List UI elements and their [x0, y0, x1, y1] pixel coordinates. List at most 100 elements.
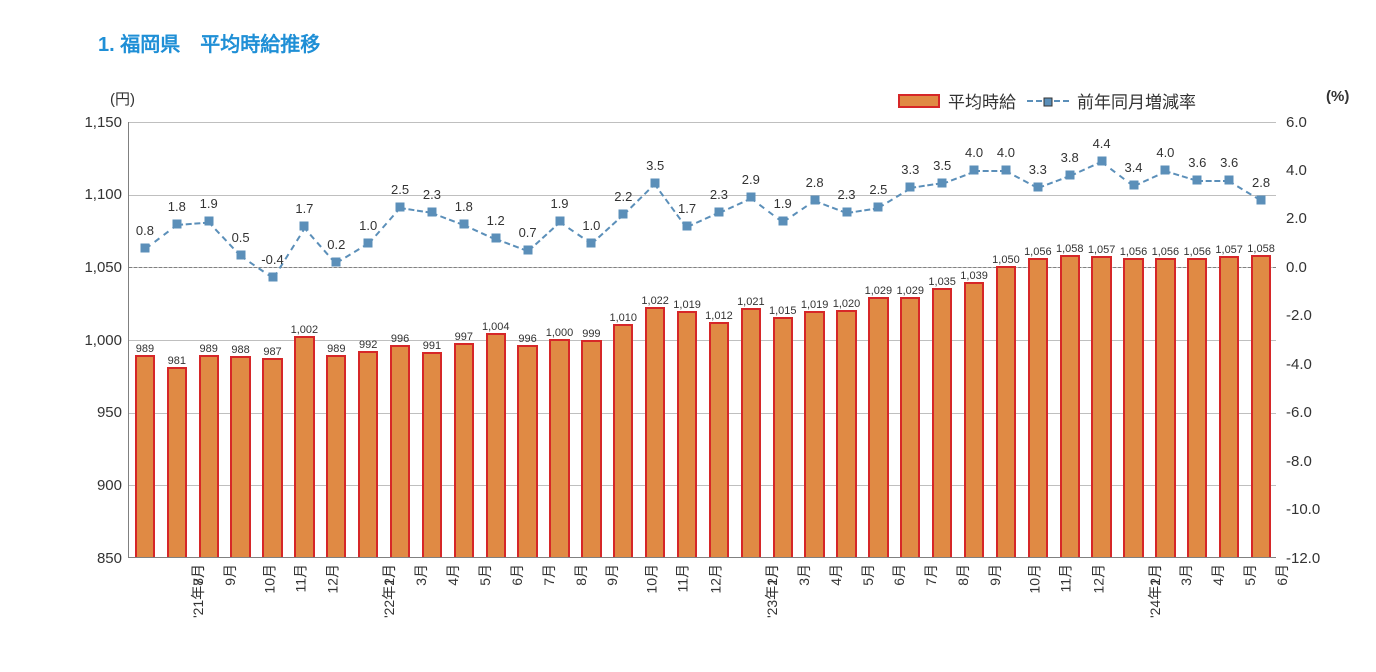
x-tick-label: 5月 — [857, 564, 877, 586]
line-marker — [268, 273, 277, 282]
x-tick-label: 3月 — [411, 564, 431, 586]
bar — [1091, 256, 1111, 557]
line-value-label: 1.2 — [487, 213, 505, 228]
y-left-tick-label: 1,050 — [62, 259, 122, 276]
bar — [326, 355, 346, 557]
bar — [262, 358, 282, 557]
line-marker — [396, 202, 405, 211]
x-tick-label: 8月 — [953, 564, 973, 586]
line-value-label: 3.5 — [933, 158, 951, 173]
line-marker — [778, 217, 787, 226]
bar — [294, 336, 314, 557]
line-marker — [236, 251, 245, 260]
line-marker — [300, 222, 309, 231]
bar-value-label: 988 — [231, 344, 249, 356]
line-marker — [523, 246, 532, 255]
bar — [486, 333, 506, 557]
line-value-label: 2.2 — [614, 189, 632, 204]
line-value-label: 0.8 — [136, 223, 154, 238]
line-value-label: 4.4 — [1093, 136, 1111, 151]
x-tick-label: 3月 — [794, 564, 814, 586]
line-marker — [1065, 171, 1074, 180]
line-value-label: 3.4 — [1124, 160, 1142, 175]
x-tick-label: 5月 — [1240, 564, 1260, 586]
x-tick-label: 7月 — [921, 564, 941, 586]
x-tick-label: 4月 — [825, 564, 845, 586]
legend-swatch-bar — [898, 94, 940, 108]
line-value-label: 2.5 — [869, 182, 887, 197]
bar-value-label: 1,039 — [960, 270, 988, 282]
bar — [549, 339, 569, 557]
line-marker — [332, 258, 341, 267]
bar-value-label: 997 — [455, 331, 473, 343]
bar-value-label: 1,000 — [546, 327, 574, 339]
bar-value-label: 996 — [518, 333, 536, 345]
bar-value-label: 1,020 — [833, 298, 861, 310]
bar-value-label: 1,056 — [1024, 246, 1052, 258]
bar-value-label: 1,057 — [1215, 244, 1243, 256]
line-value-label: 2.5 — [391, 182, 409, 197]
x-tick-label: 10月 — [642, 564, 662, 594]
y-right-tick-label: -6.0 — [1286, 404, 1312, 421]
bar-value-label: 1,050 — [992, 254, 1020, 266]
x-tick-label: 9月 — [220, 564, 240, 586]
legend-label: 前年同月増減率 — [1077, 88, 1196, 113]
line-value-label: 3.8 — [1061, 150, 1079, 165]
bar — [358, 351, 378, 557]
line-value-label: 2.3 — [837, 187, 855, 202]
bar-value-label: 1,058 — [1247, 243, 1275, 255]
bar-value-label: 992 — [359, 339, 377, 351]
y-left-tick-label: 850 — [62, 550, 122, 567]
line-marker — [491, 234, 500, 243]
grid-line — [129, 195, 1276, 196]
bar — [167, 367, 187, 557]
line-marker — [906, 183, 915, 192]
bar-value-label: 1,056 — [1152, 246, 1180, 258]
bar-value-label: 1,012 — [705, 310, 733, 322]
legend-item-line: 前年同月増減率 — [1027, 88, 1196, 113]
y-left-tick-label: 1,150 — [62, 114, 122, 131]
line-value-label: 4.0 — [1156, 145, 1174, 160]
bar-value-label: 1,029 — [897, 285, 925, 297]
bar-value-label: 1,004 — [482, 321, 510, 333]
bar — [1155, 258, 1175, 557]
bar-value-label: 987 — [263, 346, 281, 358]
line-marker — [970, 166, 979, 175]
y-left-tick-label: 900 — [62, 477, 122, 494]
bar-value-label: 1,035 — [928, 276, 956, 288]
line-marker — [874, 202, 883, 211]
bar-value-label: 1,021 — [737, 296, 765, 308]
line-marker — [619, 210, 628, 219]
line-marker — [1097, 156, 1106, 165]
x-tick-label: 4月 — [1208, 564, 1228, 586]
x-tick-label: 8月 — [570, 564, 590, 586]
line-marker — [1001, 166, 1010, 175]
line-value-label: 2.9 — [742, 172, 760, 187]
line-value-label: 0.7 — [519, 225, 537, 240]
line-value-label: 3.6 — [1188, 155, 1206, 170]
line-marker — [459, 219, 468, 228]
bar — [454, 343, 474, 557]
x-tick-label: 10月 — [1025, 564, 1045, 594]
x-tick-label: 10月 — [259, 564, 279, 594]
bar-value-label: 1,022 — [641, 295, 669, 307]
line-marker — [842, 207, 851, 216]
line-marker — [427, 207, 436, 216]
line-marker — [1033, 183, 1042, 192]
bar — [613, 324, 633, 557]
line-value-label: 1.8 — [455, 199, 473, 214]
x-tick-label: 8月 — [188, 564, 208, 586]
bar — [677, 311, 697, 557]
bar-value-label: 1,057 — [1088, 244, 1116, 256]
plot-area: 9899819899889871,0029899929969919971,004… — [128, 122, 1276, 558]
line-value-label: 4.0 — [997, 145, 1015, 160]
y-left-unit: (円) — [110, 88, 135, 109]
bar-value-label: 989 — [200, 343, 218, 355]
bar — [1028, 258, 1048, 557]
line-marker — [204, 217, 213, 226]
x-tick-label: 11月 — [673, 564, 693, 593]
bar — [709, 322, 729, 557]
line-marker — [714, 207, 723, 216]
line-marker — [555, 217, 564, 226]
x-tick-label: 2月 — [379, 564, 399, 586]
